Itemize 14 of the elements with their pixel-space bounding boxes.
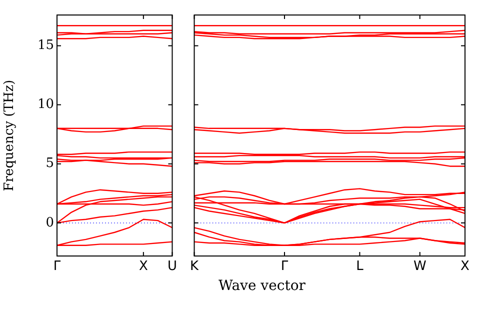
y-tick-label: 15	[37, 38, 54, 54]
y-tick-label: 0	[46, 215, 54, 230]
x-axis-title: Wave vector	[218, 278, 306, 294]
x-tick-label: Γ	[53, 259, 62, 274]
x-tick-label: L	[356, 259, 364, 274]
x-tick-label: Γ	[280, 259, 289, 274]
x-tick-label: W	[413, 259, 426, 274]
y-axis-title: Frequency (THz)	[2, 80, 18, 192]
y-tick-label: 5	[46, 156, 54, 172]
y-tick-label: 10	[37, 97, 54, 112]
x-tick-label: U	[167, 259, 177, 274]
x-tick-label: X	[138, 259, 148, 274]
x-tick-label: X	[460, 259, 470, 274]
x-tick-label: K	[190, 259, 199, 274]
